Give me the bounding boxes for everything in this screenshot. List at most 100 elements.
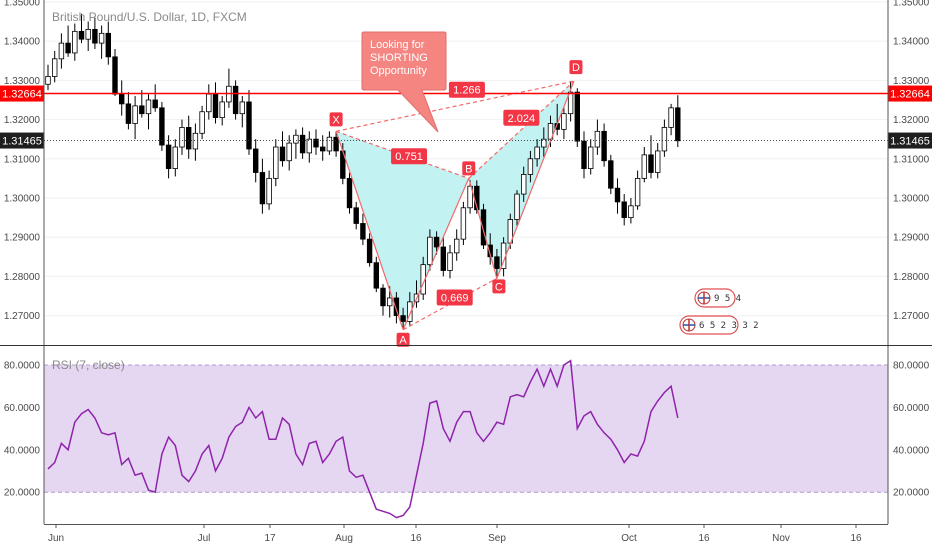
candle bbox=[634, 170, 641, 210]
rsi-series bbox=[47, 359, 679, 519]
time-tick-label: Nov bbox=[772, 533, 790, 544]
time-tick-label: Jul bbox=[198, 533, 211, 544]
horizontal-line[interactable]: 1.32664 1.32664 1.31465 1.31465 bbox=[0, 85, 932, 149]
time-tick-label: Oct bbox=[621, 533, 637, 544]
candle bbox=[567, 81, 574, 122]
callout-text: Opportunity bbox=[370, 65, 427, 77]
candle bbox=[246, 90, 252, 155]
price-tick-label: 1.34000 bbox=[4, 37, 41, 48]
candle bbox=[648, 135, 654, 179]
candle bbox=[152, 84, 158, 112]
rsi-tick-label: 20.0000 bbox=[4, 488, 41, 499]
leg-ab bbox=[402, 178, 470, 330]
time-tick-label: Jun bbox=[48, 533, 64, 544]
rsi-pane[interactable]: 80.0000 60.0000 40.0000 20.0000 80.0000 60.0… bbox=[4, 358, 930, 519]
svg-text:0.669: 0.669 bbox=[441, 292, 469, 304]
last-price-tag-left: 1.31465 bbox=[0, 132, 44, 149]
candle bbox=[668, 103, 674, 136]
ratio-line-ac bbox=[402, 277, 498, 331]
candle bbox=[179, 119, 185, 155]
rsi-band bbox=[44, 364, 888, 493]
pattern-triangle-xab bbox=[336, 131, 469, 330]
ratio-line-xd bbox=[335, 80, 575, 132]
point-label-x: X bbox=[329, 112, 343, 127]
candle bbox=[219, 96, 225, 126]
svg-text:6 5 2 3 3 2: 6 5 2 3 3 2 bbox=[699, 321, 759, 331]
rsi-tick-label: 40.0000 bbox=[893, 445, 930, 456]
candle bbox=[119, 80, 125, 116]
candle bbox=[112, 49, 118, 97]
candle bbox=[293, 129, 299, 159]
price-tick-label: 1.31000 bbox=[4, 154, 41, 165]
candle bbox=[85, 21, 91, 51]
candle bbox=[165, 135, 172, 179]
rsi-axis-right: 80.0000 60.0000 40.0000 20.0000 bbox=[893, 360, 930, 498]
candle bbox=[279, 131, 286, 167]
candle bbox=[306, 131, 312, 163]
event-badge-1[interactable]: 9 5 4 bbox=[694, 288, 741, 308]
candle bbox=[353, 201, 359, 230]
ratio-label: 2.024 bbox=[503, 109, 540, 126]
price-tick-label: 1.30000 bbox=[893, 193, 930, 204]
svg-text:9 5 4: 9 5 4 bbox=[714, 294, 741, 304]
candle bbox=[319, 135, 326, 161]
price-tick-label: 1.27000 bbox=[4, 311, 41, 322]
callout-bubble[interactable] bbox=[361, 31, 447, 133]
candle bbox=[621, 194, 627, 226]
rsi-title: RSI (7, close) bbox=[52, 358, 125, 372]
price-tick-label: 1.27000 bbox=[893, 311, 930, 322]
candle bbox=[561, 107, 567, 140]
leg-bc bbox=[468, 178, 498, 279]
price-pane[interactable]: 1.35000 1.34000 1.33000 1.32000 1.31000 1.300… bbox=[0, 0, 932, 347]
event-badge-2[interactable]: 6 5 2 3 3 2 bbox=[679, 315, 759, 335]
svg-text:2.024: 2.024 bbox=[508, 113, 536, 125]
svg-text:C: C bbox=[495, 281, 503, 293]
candle bbox=[360, 213, 366, 246]
candle bbox=[447, 245, 453, 279]
ratio-line-bd bbox=[468, 80, 575, 179]
candle bbox=[58, 33, 65, 69]
rsi-tick-label: 60.0000 bbox=[893, 403, 930, 414]
candle bbox=[487, 233, 493, 265]
svg-text:1.31465: 1.31465 bbox=[2, 136, 42, 148]
event-badges[interactable]: 9 5 4 6 5 2 3 3 2 bbox=[679, 288, 759, 335]
svg-text:1.32664: 1.32664 bbox=[890, 89, 930, 101]
rsi-axis-left: 80.0000 60.0000 40.0000 20.0000 bbox=[4, 360, 41, 498]
candle bbox=[521, 166, 527, 202]
ratio-label: 0.669 bbox=[436, 289, 473, 306]
candle bbox=[132, 96, 138, 140]
candle bbox=[45, 64, 51, 91]
candle bbox=[380, 284, 386, 316]
candle bbox=[212, 82, 219, 124]
price-tick-label: 1.31000 bbox=[893, 154, 930, 165]
candle bbox=[574, 88, 580, 148]
svg-text:1.32664: 1.32664 bbox=[2, 89, 42, 101]
pattern-lines bbox=[335, 80, 575, 331]
candle bbox=[252, 139, 259, 183]
candle bbox=[467, 180, 473, 214]
candle bbox=[226, 68, 232, 108]
price-axis-right: 1.35000 1.34000 1.33000 1.32000 1.31000 1.300… bbox=[893, 0, 930, 322]
candle bbox=[145, 94, 152, 130]
price-tick-label: 1.28000 bbox=[893, 272, 930, 283]
time-tick-label: 16 bbox=[850, 533, 862, 544]
price-tick-label: 1.33000 bbox=[893, 76, 930, 87]
rsi-tick-label: 80.0000 bbox=[4, 360, 41, 371]
candle bbox=[527, 150, 534, 183]
svg-text:B: B bbox=[465, 163, 472, 175]
candle bbox=[641, 147, 647, 183]
candle bbox=[534, 139, 540, 167]
time-axis[interactable]: Jun Jul 17 Aug 16 Sep Oct 16 Nov 16 bbox=[48, 524, 862, 544]
price-tick-label: 1.28000 bbox=[4, 272, 41, 283]
resistance-tag-right: 1.32664 bbox=[888, 85, 932, 102]
point-label-d: D bbox=[569, 60, 583, 75]
candle bbox=[105, 21, 111, 65]
svg-text:X: X bbox=[332, 114, 340, 126]
svg-text:D: D bbox=[572, 62, 580, 74]
price-tick-label: 1.35000 bbox=[4, 0, 41, 8]
candle bbox=[299, 127, 306, 159]
frames bbox=[0, 0, 932, 525]
candle bbox=[239, 96, 245, 128]
